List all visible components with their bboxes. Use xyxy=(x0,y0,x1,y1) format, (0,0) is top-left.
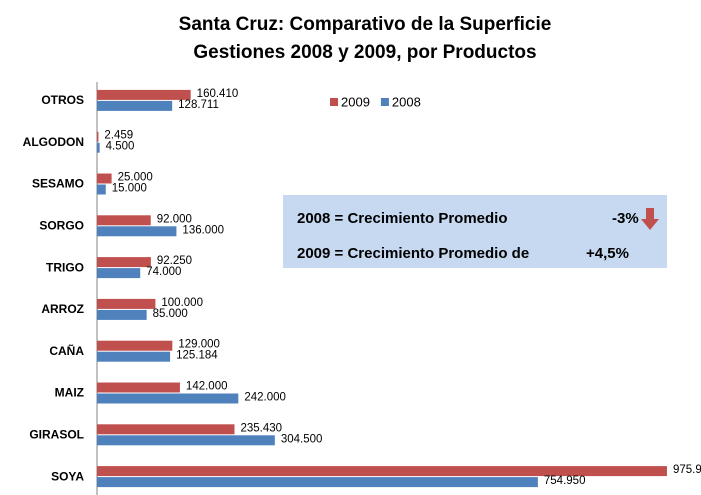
value-label: 100.000 xyxy=(161,297,203,309)
value-label: 235.430 xyxy=(240,422,282,434)
annotation: -3% xyxy=(612,210,639,227)
value-label: 975.985 xyxy=(673,464,701,476)
bar xyxy=(97,382,180,393)
y-tick-label: SOYA xyxy=(51,469,84,483)
value-label: 142.000 xyxy=(186,381,228,393)
value-label: 242.000 xyxy=(244,392,286,404)
value-label: 128.711 xyxy=(178,99,219,111)
bar xyxy=(97,298,156,309)
value-label: 754.950 xyxy=(544,475,586,487)
y-tick-label: SESAMO xyxy=(32,177,84,191)
bar xyxy=(97,477,538,488)
bar xyxy=(97,215,151,226)
y-tick-label: GIRASOL xyxy=(29,427,84,441)
bar xyxy=(97,257,151,268)
value-label: 160.410 xyxy=(197,88,239,100)
value-label: 129.000 xyxy=(178,339,220,351)
value-label: 92.000 xyxy=(157,213,192,225)
annotation-box xyxy=(283,195,667,268)
legend-label: 2009 xyxy=(341,94,370,109)
value-label: 125.184 xyxy=(176,350,218,362)
down-arrow xyxy=(641,208,659,230)
bar xyxy=(97,424,235,435)
bar xyxy=(97,351,171,362)
annotation: 2009 = Crecimiento Promedio de xyxy=(297,245,529,262)
bar xyxy=(97,142,100,153)
value-label: 85.000 xyxy=(153,308,188,320)
annotation: +4,5% xyxy=(586,245,629,262)
y-tick-label: ARROZ xyxy=(41,302,84,316)
bar xyxy=(97,435,275,446)
bar xyxy=(97,226,177,237)
y-tick-label: ALGODON xyxy=(23,135,84,149)
bar xyxy=(97,268,141,279)
bar xyxy=(97,393,239,404)
legend-label: 2008 xyxy=(392,94,421,109)
y-tick-label: OTROS xyxy=(41,93,84,107)
value-label: 2.459 xyxy=(104,130,133,142)
value-label: 4.500 xyxy=(106,141,135,153)
y-tick-label: MAIZ xyxy=(55,386,84,400)
bar xyxy=(97,466,667,477)
chart-subtitle: Gestiones 2008 y 2009, por Productos xyxy=(193,42,536,63)
bar xyxy=(97,184,106,195)
value-label: 15.000 xyxy=(112,183,147,195)
value-label: 92.250 xyxy=(157,255,192,267)
y-tick-label: TRIGO xyxy=(46,260,84,274)
legend-swatch xyxy=(380,98,389,106)
y-tick-label: SORGO xyxy=(39,218,84,232)
bar xyxy=(97,100,173,111)
bar xyxy=(97,309,147,320)
bar xyxy=(97,89,191,100)
bar xyxy=(97,173,112,184)
y-tick-label: CAÑA xyxy=(49,343,84,358)
value-label: 304.500 xyxy=(281,433,323,445)
chart-title: Santa Cruz: Comparativo de la Superficie xyxy=(179,14,552,35)
legend-swatch xyxy=(330,98,338,106)
value-label: 136.000 xyxy=(182,224,224,236)
bar xyxy=(97,340,173,351)
bar xyxy=(97,131,99,142)
annotation: 2008 = Crecimiento Promedio xyxy=(297,210,508,227)
value-label: 25.000 xyxy=(118,172,153,184)
value-label: 74.000 xyxy=(146,266,181,278)
